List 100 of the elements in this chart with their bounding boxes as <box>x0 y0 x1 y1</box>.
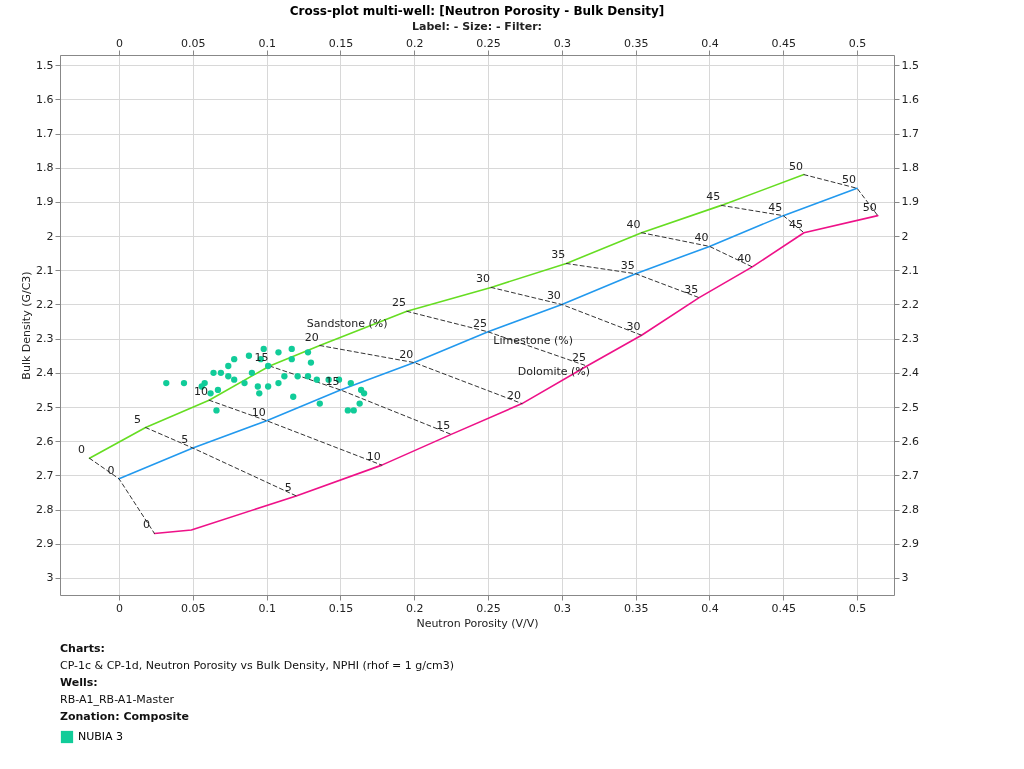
annotation: 0 <box>142 518 150 532</box>
x2-tick-label: 0.1 <box>258 601 276 615</box>
annotation: 5 <box>134 412 142 426</box>
point <box>241 379 248 387</box>
annotation: 0 <box>107 463 115 477</box>
annotation: 45 <box>768 200 783 214</box>
y2-tick-label: 3 <box>901 571 909 585</box>
line-series <box>118 187 858 480</box>
point <box>313 376 320 383</box>
annotation: 50 <box>862 200 877 214</box>
x2-tick-label: 0.15 <box>328 601 354 615</box>
point <box>275 379 282 387</box>
y-tick-label: 1.9 <box>36 195 54 209</box>
y2-tick-label: 2.8 <box>901 503 919 517</box>
annotation: 30 <box>626 320 641 334</box>
y-tick-label: 2.3 <box>36 332 54 346</box>
annotation: 20 <box>507 388 522 402</box>
x2-tick-label: 0.25 <box>476 601 501 615</box>
y2-tick-label: 1.9 <box>901 195 919 209</box>
annotation: 35 <box>551 248 566 262</box>
point <box>210 369 217 376</box>
point <box>225 362 232 370</box>
annotation: 30 <box>476 272 491 286</box>
x2-tick-label: 0.2 <box>406 601 424 615</box>
annotation: 50 <box>842 173 857 187</box>
annotation: 10 <box>251 405 266 419</box>
point <box>260 345 267 353</box>
y2-tick-label: 2.1 <box>901 263 919 277</box>
annotation: 35 <box>684 282 699 296</box>
annotation: 20 <box>399 347 414 361</box>
point <box>304 349 312 356</box>
point <box>360 390 368 397</box>
y-tick-label: 2.6 <box>36 434 54 448</box>
point <box>288 345 295 353</box>
x-tick-label: 0.5 <box>848 36 867 50</box>
line-series <box>153 214 879 535</box>
x-axis-title: Neutron Porosity (V/V) <box>416 616 539 630</box>
y-axis-title: Bulk Density (G/C3) <box>20 271 34 380</box>
point <box>245 352 253 359</box>
text: Wells: <box>60 676 98 689</box>
annotation: 15 <box>436 419 451 433</box>
point <box>347 379 354 387</box>
point <box>180 379 188 387</box>
x2-tick-label: 0.4 <box>701 601 719 615</box>
point <box>217 369 225 376</box>
annotation: 25 <box>473 316 488 330</box>
annotation: 35 <box>620 258 635 272</box>
annotation: 15 <box>254 351 269 365</box>
y-tick-label: 2.5 <box>36 400 54 414</box>
x-tick-label: 0.1 <box>258 36 276 50</box>
y2-tick-label: 2.2 <box>901 297 919 311</box>
text: Charts: <box>60 642 105 655</box>
y2-tick-label: 1.8 <box>901 161 919 175</box>
x2-tick-label: 0.45 <box>771 601 797 615</box>
y-tick-label: 2 <box>46 229 54 243</box>
point <box>264 362 272 370</box>
y-tick-label: 2.2 <box>36 297 54 311</box>
point <box>304 373 312 380</box>
point <box>254 383 261 390</box>
y2-tick-label: 2.9 <box>901 537 919 551</box>
y2-tick-label: 2.4 <box>901 366 919 380</box>
x2-tick-label: 0.35 <box>623 601 649 615</box>
y-tick-label: 2.9 <box>36 537 54 551</box>
point <box>281 373 288 380</box>
point <box>163 379 170 387</box>
x2-tick-label: 0.5 <box>848 601 867 615</box>
annotation: Limestone (%) <box>493 333 574 347</box>
x-tick-label: 0.4 <box>701 36 719 50</box>
annotation: 25 <box>391 296 406 310</box>
y2-tick-label: 1.6 <box>901 92 919 106</box>
y2-tick-label: 2.5 <box>901 400 919 414</box>
y-tick-label: 3 <box>46 571 54 585</box>
y-tick-label: 2.7 <box>36 468 54 482</box>
y2-tick-label: 1.5 <box>901 58 919 72</box>
point <box>350 407 357 414</box>
x-tick-label: 0.05 <box>181 36 206 50</box>
annotation: 40 <box>737 251 752 265</box>
chart-subtitle: Label: - Size: - Filter: <box>412 20 542 33</box>
x2-tick-label: 0 <box>116 601 124 615</box>
y2-tick-label: 2 <box>901 229 909 243</box>
chart-title: Cross-plot multi-well: [Neutron Porosity - Bulk Density] <box>289 4 665 18</box>
point <box>231 356 238 363</box>
annotation: 5 <box>181 433 189 447</box>
annotation: 45 <box>788 217 803 231</box>
point <box>213 407 220 414</box>
x2-tick-label: 0.3 <box>553 601 572 615</box>
y2-tick-label: 2.7 <box>901 468 919 482</box>
y-tick-label: 1.8 <box>36 161 54 175</box>
annotation: 10 <box>194 385 209 399</box>
point <box>294 373 301 380</box>
x-tick-label: 0.3 <box>553 36 572 50</box>
annotation: 10 <box>366 450 381 464</box>
point <box>264 383 272 390</box>
point <box>288 356 295 363</box>
x-tick-label: 0.25 <box>476 36 501 50</box>
x-tick-label: 0 <box>116 36 124 50</box>
y-tick-label: 2.1 <box>36 263 54 277</box>
point <box>307 359 315 366</box>
x2-tick-label: 0.05 <box>181 601 206 615</box>
y-tick-label: 2.4 <box>36 366 54 380</box>
